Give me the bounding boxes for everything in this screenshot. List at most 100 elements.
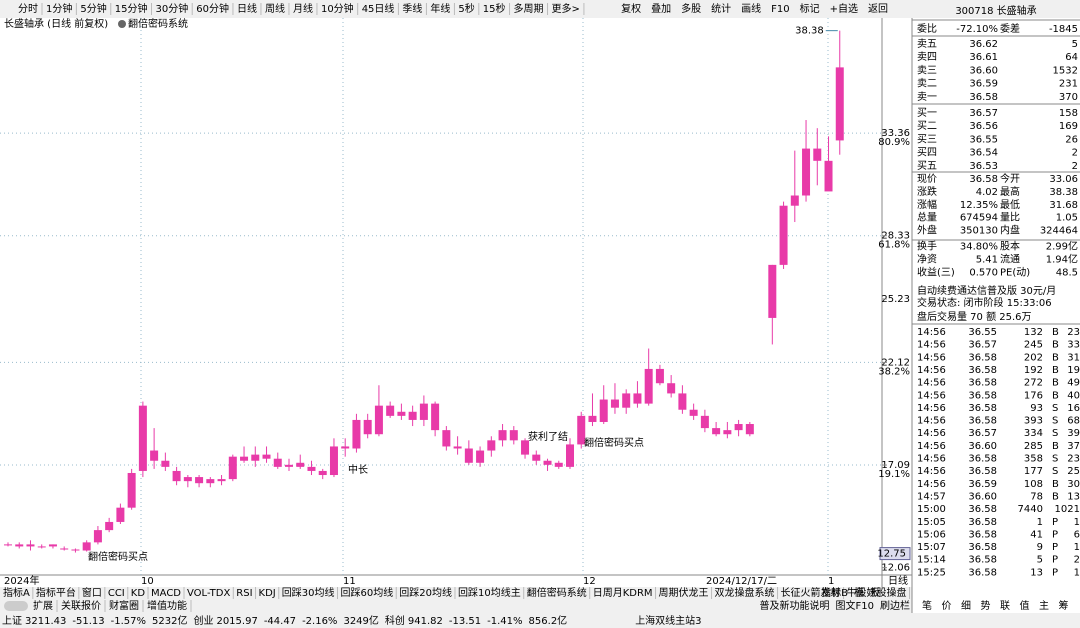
panel-tab[interactable]: 筹 [1059,599,1069,612]
candle-body [138,405,147,471]
volume: 7440 [1018,504,1043,515]
ad[interactable]: 自动续费通达信普及版 30元/月 [917,284,1056,297]
tab[interactable]: 刷边栏 [880,599,910,612]
candle-body [374,405,383,435]
indicator-tab[interactable]: 回踩10均线主 [458,586,521,599]
indicator-tab[interactable]: 板 [870,586,880,599]
time: 15:05 [917,517,946,528]
indicator-tab[interactable]: 翻倍密码系统 [527,586,587,599]
indicator-tab[interactable]: 回踩30均线 [282,586,335,599]
panel-tab[interactable]: 主 [1039,600,1049,612]
toolbar-item[interactable]: 多股 [681,2,701,15]
indicator-tab[interactable]: 回踩60均线 [341,586,394,599]
indicator-tab[interactable]: KD [131,588,146,599]
tab[interactable]: 关联报价 [61,599,101,612]
price: 36.59 [969,79,998,90]
toolbar-item[interactable]: 复权 [621,2,641,15]
fib-label: 38.2% [878,366,910,377]
indicator-tab[interactable]: VOL-TDX [187,588,230,599]
toolbar-item[interactable]: 统计 [711,2,731,15]
price: 36.58 [968,567,997,578]
status-item: -13.51 [449,616,481,627]
panel-tab[interactable]: 细 [961,599,971,612]
tab[interactable]: 图文F10 [836,599,874,612]
indicator-tab[interactable]: 周期伏龙王 [659,586,709,599]
candle-body [824,160,833,192]
tab[interactable]: 增值功能 [147,599,187,612]
panel-tab[interactable]: 联 [1000,600,1010,612]
toolbar-item[interactable]: 1分钟 [46,2,72,15]
candle-body [26,544,35,547]
volume: 5 [1072,39,1078,50]
indicator-tab[interactable]: KDJ [259,588,276,599]
count: 40 [1067,390,1080,401]
toolbar-item[interactable]: 30分钟 [155,2,188,15]
toolbar-item[interactable]: +自选 [830,2,858,15]
indicator-tab[interactable]: MACD [151,588,181,599]
panel-tab[interactable]: 势 [981,599,991,612]
toolbar-item[interactable]: 画线 [741,2,761,15]
indicator-tab[interactable]: 指标B [821,586,848,599]
indicator-name: 翻倍密码系统 [128,17,188,30]
status-item: -1.41% [487,616,522,627]
panel-tab[interactable]: 笔 [922,599,932,612]
toolbar-item[interactable]: 60分钟 [196,2,229,15]
current-box [879,547,911,561]
label: 外盘 [917,224,937,237]
toolbar-item[interactable]: 返回 [868,3,888,15]
indicator-tab[interactable]: 模 [854,587,864,599]
toolbar-item[interactable]: 45日线 [362,2,395,15]
tab[interactable]: 财富圈 [109,599,139,612]
toolbar-item[interactable]: 月线 [293,2,313,15]
toolbar-item[interactable]: 5分钟 [80,2,106,15]
panel-tab[interactable]: 价 [942,600,952,612]
toolbar-item[interactable]: 叠加 [651,3,671,15]
label: 流通 [1000,252,1020,265]
toolbar-item[interactable]: 5秒 [458,2,474,15]
indicator-tab[interactable]: 指标平台 [36,586,76,599]
toolbar-item[interactable]: 更多> [552,2,580,15]
toolbar-item[interactable]: 15分钟 [115,2,148,15]
toolbar-item[interactable]: 分时 [18,3,38,15]
toolbar-item[interactable]: 标记 [800,3,820,15]
volume: 2 [1072,148,1078,159]
price: 36.57 [968,428,997,439]
panel-tab[interactable]: 值 [1020,599,1030,612]
label: 最高 [1000,185,1020,198]
toolbar-item[interactable]: 季线 [402,2,422,15]
candle-body [599,399,608,422]
tab[interactable]: 扩展 [33,599,53,612]
candle-body [285,464,293,467]
price: 36.59 [968,479,997,490]
time: 14:56 [917,479,946,490]
toolbar-item[interactable]: 15秒 [483,2,506,15]
count: 6 [1074,529,1080,540]
indicator-tab[interactable]: 牛股妖股操盘 [847,586,907,599]
indicator-tab[interactable]: 双龙操盘系统 [715,586,775,599]
indicator-tab[interactable]: CCI [108,588,125,599]
indicator-tab[interactable]: 回踩20均线 [399,586,452,599]
value: 38.38 [1049,187,1078,198]
toggle[interactable] [4,601,28,611]
indicator-tab[interactable]: RSI [236,588,252,599]
toolbar-item[interactable]: 日线 [237,2,257,15]
candle-body [48,544,57,547]
toolbar-item[interactable]: F10 [771,4,789,15]
x-label: 1 [828,576,834,587]
toolbar-item[interactable]: 10分钟 [321,2,354,15]
candle-body [566,444,574,467]
toolbar-item[interactable]: 年线 [430,2,450,15]
price: 36.58 [969,92,998,103]
indicator-tab[interactable]: 指标A [3,586,30,599]
tab[interactable]: 普及新功能说明 [760,599,830,612]
toolbar-item[interactable]: 周线 [265,2,285,15]
label: 收益(三) [917,265,955,278]
toolbar-item[interactable]: 多周期 [514,2,544,15]
price: 36.57 [969,108,998,119]
candle-body [296,462,305,467]
indicator-tab[interactable]: 窗口 [82,586,102,599]
time: 15:25 [917,567,946,578]
candle-body [464,448,473,463]
indicator-tab[interactable]: 长征火箭发射 [781,586,841,599]
indicator-tab[interactable]: 日周月KDRM [593,587,653,599]
